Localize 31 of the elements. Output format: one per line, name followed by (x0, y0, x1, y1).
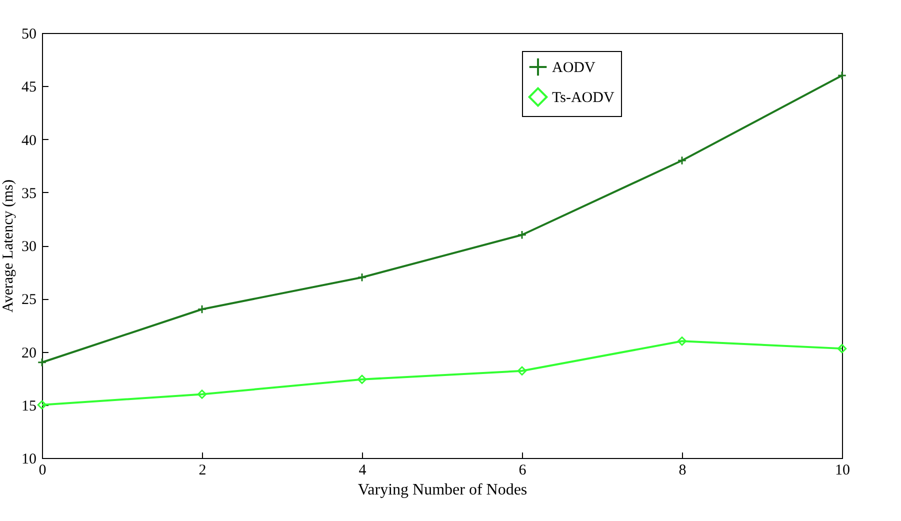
point (517, 230, 527, 240)
point (837, 344, 847, 354)
point (677, 336, 687, 346)
point (37, 400, 47, 410)
legend-label: Ts-AODV (552, 90, 614, 106)
y-tick-label: 30 (22, 239, 36, 255)
x-tick-label: 6 (518, 462, 527, 478)
point (677, 156, 687, 166)
y-tick-label: 10 (22, 452, 36, 468)
x-tick-label: 4 (358, 462, 367, 478)
point (197, 390, 207, 399)
point (837, 70, 847, 80)
x-tick-label: 10 (835, 462, 850, 478)
x-tick-label: 2 (198, 462, 206, 478)
y-tick-label: 45 (22, 80, 36, 96)
y-tick-label: 25 (22, 292, 36, 308)
point (197, 304, 207, 314)
y-tick-label: 20 (22, 345, 36, 362)
point (357, 272, 367, 282)
y-tick-label: 35 (22, 186, 36, 202)
y-tick-label: 50 (22, 26, 36, 42)
y-axis-title: Average Latency (ms) (0, 180, 16, 312)
x-tick-label: 8 (678, 462, 686, 478)
point (37, 358, 47, 367)
point (517, 366, 527, 376)
y-tick-label: 15 (22, 398, 36, 414)
x-tick-label: 0 (38, 462, 46, 478)
point (357, 374, 367, 384)
x-axis-title: Varying Number of Nodes (358, 482, 528, 498)
y-tick-label: 40 (22, 132, 36, 149)
legend-label: AODV (552, 60, 596, 76)
